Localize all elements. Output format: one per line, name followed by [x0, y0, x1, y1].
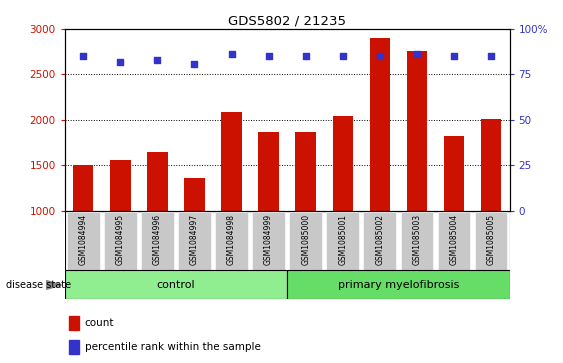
Bar [258, 132, 279, 211]
Title: GDS5802 / 21235: GDS5802 / 21235 [228, 15, 346, 28]
Bar [104, 212, 137, 270]
Bar [287, 270, 510, 299]
Text: GSM1085002: GSM1085002 [376, 213, 385, 265]
Bar [110, 160, 131, 211]
Text: GSM1085001: GSM1085001 [338, 213, 347, 265]
Text: GSM1085004: GSM1085004 [449, 213, 458, 265]
Bar [364, 212, 396, 270]
Bar [221, 112, 242, 211]
Text: GSM1084996: GSM1084996 [153, 213, 162, 265]
Point [116, 59, 125, 65]
Bar [444, 136, 464, 211]
Point [486, 53, 495, 59]
Text: GSM1085003: GSM1085003 [412, 213, 421, 265]
Bar [69, 316, 79, 330]
Bar [184, 178, 205, 211]
Bar [73, 165, 93, 211]
Text: GSM1084998: GSM1084998 [227, 213, 236, 265]
Text: percentile rank within the sample: percentile rank within the sample [85, 342, 261, 352]
Point [264, 53, 273, 59]
Bar [252, 212, 285, 270]
Bar [369, 38, 390, 211]
Bar [178, 212, 211, 270]
Bar [406, 51, 427, 211]
Text: control: control [157, 280, 195, 290]
Text: GSM1085000: GSM1085000 [301, 213, 310, 265]
Bar [147, 152, 168, 211]
Bar [67, 212, 100, 270]
Point [301, 53, 310, 59]
Point [412, 52, 421, 57]
Text: disease state: disease state [6, 280, 71, 290]
Bar [65, 270, 287, 299]
Point [190, 61, 199, 66]
Bar [215, 212, 248, 270]
Point [153, 57, 162, 63]
Point [376, 53, 385, 59]
Text: GSM1084999: GSM1084999 [264, 213, 273, 265]
Bar [400, 212, 433, 270]
Text: GSM1084994: GSM1084994 [79, 213, 88, 265]
Text: GSM1084995: GSM1084995 [116, 213, 125, 265]
Bar [69, 340, 79, 354]
Bar [289, 212, 322, 270]
Bar [481, 119, 501, 211]
Bar [475, 212, 507, 270]
Bar [296, 132, 316, 211]
Point [227, 52, 236, 57]
Text: primary myelofibrosis: primary myelofibrosis [338, 280, 459, 290]
Point [79, 53, 88, 59]
Text: GSM1085005: GSM1085005 [486, 213, 495, 265]
Text: GSM1084997: GSM1084997 [190, 213, 199, 265]
Polygon shape [47, 281, 61, 289]
Point [338, 53, 347, 59]
Bar [141, 212, 174, 270]
Bar [437, 212, 470, 270]
Bar [327, 212, 359, 270]
Text: count: count [85, 318, 114, 328]
Point [449, 53, 458, 59]
Bar [333, 116, 353, 211]
